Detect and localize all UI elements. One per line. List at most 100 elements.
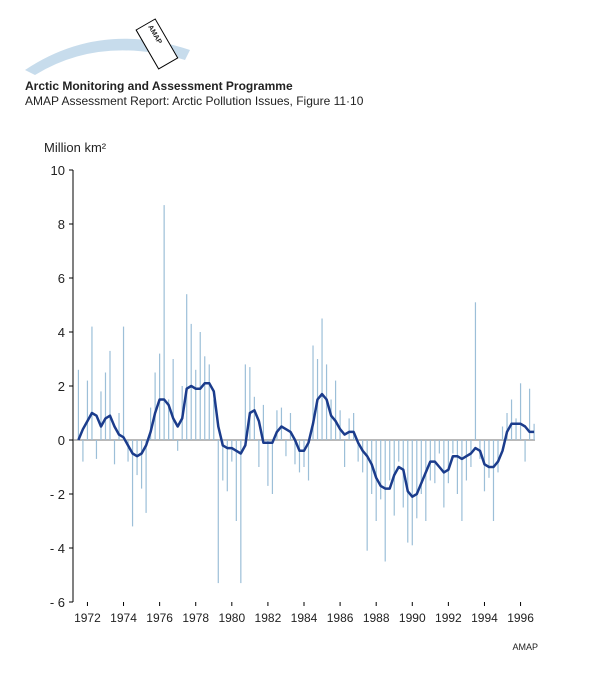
bar bbox=[362, 440, 364, 473]
y-tick-label: 0 bbox=[58, 433, 65, 448]
x-tick-label: 1990 bbox=[399, 611, 426, 625]
logo-frame bbox=[135, 18, 179, 70]
bar bbox=[398, 440, 400, 462]
bar bbox=[262, 404, 264, 440]
x-tick-label: 1972 bbox=[74, 611, 101, 625]
x-tick-label: 1984 bbox=[291, 611, 318, 625]
bar bbox=[280, 407, 283, 440]
bar bbox=[77, 369, 80, 440]
bar bbox=[488, 440, 490, 478]
bar bbox=[104, 372, 107, 440]
bar bbox=[82, 440, 84, 462]
header-title: Arctic Monitoring and Assessment Program… bbox=[25, 79, 293, 93]
bar bbox=[289, 413, 292, 440]
bar bbox=[118, 413, 120, 440]
bar bbox=[190, 323, 192, 440]
bar bbox=[456, 440, 458, 494]
bar bbox=[339, 410, 341, 440]
bar bbox=[447, 440, 449, 484]
bar bbox=[231, 440, 233, 462]
bar bbox=[86, 380, 89, 440]
bar bbox=[127, 440, 129, 462]
bar bbox=[159, 353, 161, 440]
bar bbox=[510, 399, 513, 440]
y-axis-label: Million km² bbox=[44, 140, 107, 155]
bar bbox=[519, 383, 522, 440]
bar bbox=[465, 440, 468, 481]
bar bbox=[452, 440, 454, 454]
bar bbox=[217, 440, 219, 584]
bar bbox=[303, 440, 305, 467]
bar bbox=[380, 440, 382, 500]
bar bbox=[267, 440, 269, 486]
x-tick-label: 1996 bbox=[507, 611, 534, 625]
x-tick-label: 1988 bbox=[363, 611, 390, 625]
bar bbox=[150, 407, 152, 440]
bar bbox=[411, 440, 413, 546]
bar bbox=[357, 440, 359, 462]
y-tick-label: - 4 bbox=[50, 541, 65, 556]
bar bbox=[515, 418, 517, 440]
bar bbox=[344, 440, 346, 467]
bar bbox=[429, 440, 431, 481]
y-tick-label: 2 bbox=[58, 379, 65, 394]
bar bbox=[240, 440, 242, 584]
bar bbox=[474, 302, 477, 440]
bar bbox=[222, 440, 224, 481]
x-tick-label: 1992 bbox=[435, 611, 462, 625]
bar bbox=[100, 391, 102, 440]
bar bbox=[195, 369, 197, 440]
smoothed-line bbox=[77, 382, 535, 498]
bar bbox=[528, 388, 531, 440]
y-tick-label: - 2 bbox=[50, 487, 65, 502]
bar bbox=[334, 380, 337, 440]
x-tick-label: 1976 bbox=[146, 611, 173, 625]
bar bbox=[524, 440, 526, 462]
x-tick-label: 1994 bbox=[471, 611, 498, 625]
x-tick-label: 1986 bbox=[327, 611, 354, 625]
x-tick-label: 1974 bbox=[110, 611, 137, 625]
bar bbox=[497, 440, 499, 473]
bar bbox=[163, 205, 165, 440]
bar bbox=[122, 326, 125, 440]
bar bbox=[384, 440, 386, 562]
bar bbox=[348, 418, 350, 440]
y-tick-label: 4 bbox=[58, 325, 65, 340]
footer: AMAP bbox=[512, 642, 538, 652]
bar bbox=[168, 399, 170, 440]
bar bbox=[91, 326, 93, 440]
bar bbox=[420, 440, 422, 494]
bar bbox=[307, 440, 310, 481]
bar bbox=[208, 364, 210, 440]
bar bbox=[330, 399, 332, 440]
bar bbox=[353, 413, 355, 440]
y-tick-label: 8 bbox=[58, 217, 65, 232]
x-tick-label: 1980 bbox=[218, 611, 245, 625]
bar bbox=[416, 440, 418, 519]
y-tick-label: - 6 bbox=[50, 595, 65, 610]
bar bbox=[285, 440, 287, 457]
bar bbox=[136, 440, 138, 476]
bar bbox=[276, 410, 278, 440]
bar bbox=[204, 356, 206, 440]
logo-box: AMAP bbox=[135, 18, 179, 70]
bar bbox=[249, 367, 251, 440]
bar bbox=[253, 396, 255, 440]
bar bbox=[312, 345, 314, 440]
y-tick-label: 10 bbox=[51, 163, 65, 178]
bar bbox=[438, 440, 440, 454]
bar bbox=[321, 318, 323, 440]
x-tick-label: 1982 bbox=[255, 611, 282, 625]
bar bbox=[172, 359, 174, 440]
bar bbox=[113, 440, 116, 465]
bar bbox=[177, 440, 179, 451]
bar bbox=[258, 440, 260, 467]
bar bbox=[461, 440, 463, 521]
bar bbox=[366, 440, 368, 551]
bar bbox=[109, 350, 111, 440]
bar bbox=[213, 399, 215, 440]
bar bbox=[443, 440, 445, 508]
bar bbox=[294, 440, 296, 465]
bar bbox=[244, 364, 246, 440]
